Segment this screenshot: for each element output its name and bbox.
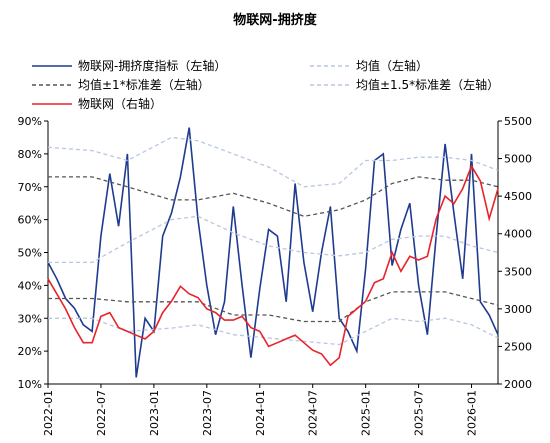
right-tick-label: 5000	[504, 153, 532, 166]
right-tick-label: 2500	[504, 340, 532, 353]
x-tick-label: 2025-01	[360, 390, 373, 436]
left-tick-labels: 10% 20% 30% 40% 50% 60% 70% 80% 90%	[18, 115, 48, 391]
legend-label-0: 物联网-拥挤度指标（左轴）	[78, 58, 226, 73]
right-tick-label: 3500	[504, 265, 532, 278]
x-tick-label: 2023-07	[201, 390, 214, 436]
x-tick-label: 2024-01	[254, 390, 267, 436]
series-line-1	[48, 215, 499, 264]
left-tick-label: 60%	[18, 214, 42, 227]
left-tick-label: 90%	[18, 115, 42, 128]
series-line-4	[47, 164, 499, 367]
series-line-3-lower	[48, 317, 499, 346]
series-line-2-lower	[48, 291, 499, 323]
right-tick-label: 2000	[504, 378, 532, 391]
right-tick-label: 4000	[504, 228, 532, 241]
series-line-3	[47, 136, 499, 188]
legend-label-2: 均值±1*标准差（左轴）	[78, 77, 210, 92]
left-tick-label: 70%	[18, 181, 42, 194]
series-line-0	[47, 127, 499, 378]
x-tick-label: 2023-01	[148, 390, 161, 436]
right-tick-label: 3000	[504, 303, 532, 316]
series-group	[47, 127, 499, 378]
left-tick-label: 80%	[18, 148, 42, 161]
x-tick-label: 2022-01	[42, 390, 55, 436]
left-tick-label: 30%	[18, 312, 42, 325]
legend-label-3: 均值±1.5*标准差（左轴）	[356, 77, 499, 92]
left-tick-label: 40%	[18, 279, 42, 292]
x-tick-label: 2026-01	[466, 390, 479, 436]
left-tick-label: 10%	[18, 378, 42, 391]
chart-title: 物联网-拥挤度	[233, 12, 317, 28]
x-tick-labels: 2022-01 2022-07 2023-01 2023-07 2024-01 2024-…	[42, 384, 479, 436]
legend-label-4: 物联网（右轴）	[78, 96, 162, 111]
x-tick-label: 2024-07	[307, 390, 320, 436]
left-tick-label: 20%	[18, 345, 42, 358]
right-tick-label: 5500	[504, 115, 532, 128]
right-tick-labels: 2000 2500 3000 3500 4000 4500 5000 5500	[498, 115, 532, 391]
legend-label-1: 均值（左轴）	[356, 58, 428, 73]
left-tick-label: 50%	[18, 247, 42, 260]
right-tick-label: 4500	[504, 190, 532, 203]
legend: 物联网-拥挤度指标（左轴） 均值（左轴） 均值±1*标准差（左轴） 均值±1.5*标准…	[32, 58, 499, 111]
x-tick-label: 2025-07	[413, 390, 426, 436]
x-tick-label: 2022-07	[95, 390, 108, 436]
